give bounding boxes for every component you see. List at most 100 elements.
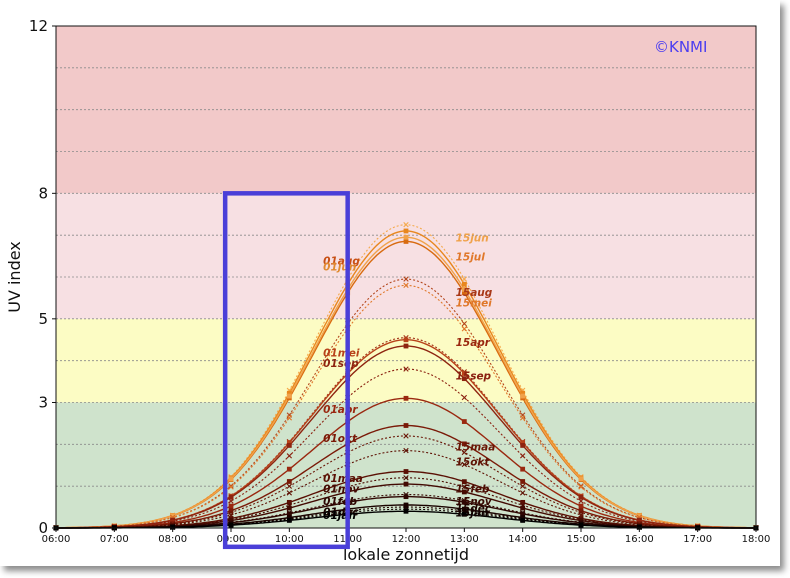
point-01jun-14	[520, 393, 526, 399]
point-15maa-13	[461, 449, 468, 456]
point-01nov-10	[286, 505, 292, 511]
point-15aug-15	[578, 483, 584, 489]
copyright-label: ©KNMI	[654, 38, 707, 56]
x-tick-label-11: 17:00	[683, 534, 712, 545]
point-15jul-12	[403, 228, 409, 234]
curve-label-15okt: 15okt	[456, 456, 491, 468]
point-01feb-10	[286, 511, 292, 517]
curve-label-15sep: 15sep	[456, 370, 492, 382]
point-01feb-12	[403, 494, 409, 500]
curve-label-15apr: 15apr	[456, 337, 491, 349]
y-tick-label-4: 12	[29, 17, 48, 35]
point-15aug-13	[461, 321, 468, 327]
point-01sep-13	[461, 376, 467, 382]
curve-label-15jan: 15jan	[456, 507, 489, 519]
point-15mei-13	[461, 326, 468, 332]
point-15aug-9	[228, 483, 234, 489]
point-15sep-14	[519, 453, 526, 459]
point-01okt-10	[286, 479, 292, 484]
curve-label-01dec: 01dec	[323, 506, 359, 518]
point-01nov-12	[403, 481, 409, 487]
point-01jan-10	[286, 518, 292, 523]
curve-label-01apr: 01apr	[323, 404, 358, 416]
x-axis-title: lokale zonnetijd	[343, 545, 469, 564]
point-15jul-13	[461, 281, 467, 287]
x-tick-label-0: 06:00	[42, 534, 71, 545]
point-15jun-13	[461, 276, 468, 282]
point-15maa-10	[286, 483, 293, 489]
point-01feb-14	[520, 511, 526, 517]
point-01mei-14	[520, 440, 526, 445]
point-01jun-10	[286, 393, 292, 399]
point-15mei-14	[519, 415, 526, 421]
point-15mei-12	[403, 282, 409, 289]
point-15okt-12	[403, 447, 409, 454]
point-15sep-13	[461, 394, 468, 401]
x-tick-label-8: 14:00	[508, 534, 537, 545]
y-axis-title: UV index	[5, 241, 24, 313]
y-tick-label-3: 8	[38, 184, 48, 202]
point-15feb-13	[461, 484, 468, 490]
curve-label-01aug: 01aug	[323, 255, 360, 267]
x-tick-label-1: 07:00	[100, 534, 129, 545]
point-01jun-13	[461, 286, 467, 292]
x-tick-label-2: 08:00	[158, 534, 187, 545]
point-01aug-12	[403, 239, 409, 244]
y-tick-label-0: 0	[38, 519, 48, 537]
curve-label-15aug: 15aug	[456, 287, 493, 299]
point-01mei-12	[403, 337, 409, 343]
point-15okt-14	[519, 490, 526, 496]
point-01sep-14	[520, 443, 526, 448]
curve-label-15nov: 15nov	[456, 496, 493, 508]
point-01apr-12	[403, 395, 409, 401]
point-01sep-10	[286, 443, 292, 448]
point-01jan-14	[520, 518, 526, 523]
point-15jul-10	[286, 390, 292, 396]
point-01maa-14	[520, 499, 526, 505]
curve-label-01mei: 01mei	[323, 347, 360, 359]
point-01nov-14	[520, 505, 526, 511]
y-tick-label-1: 3	[38, 394, 48, 412]
point-15mei-9	[228, 484, 234, 490]
point-01jan-15	[578, 522, 584, 528]
point-01jan-8	[170, 524, 176, 530]
point-01jan-9	[228, 522, 234, 528]
x-tick-label-9: 15:00	[567, 534, 596, 545]
curve-label-15jun: 15jun	[456, 232, 489, 244]
point-01sep-12	[403, 343, 409, 349]
x-tick-label-3: 09:00	[217, 534, 246, 545]
curve-label-15mei: 15mei	[456, 297, 493, 309]
x-tick-label-12: 18:00	[742, 534, 771, 545]
point-01jun-8	[170, 513, 176, 519]
point-15jun-12	[403, 222, 409, 228]
point-01dec-14	[520, 515, 526, 520]
point-01feb-13	[461, 499, 467, 505]
curve-label-01jun: 01jun	[323, 262, 356, 274]
chart-frame: 15jun 15jul 01aug 01jun 15aug 15mei 15apr 01mei…	[5, 17, 771, 564]
point-15sep-9	[228, 498, 234, 504]
point-01jan-16	[636, 524, 642, 530]
point-15feb-12	[403, 475, 409, 481]
point-01dec-12	[403, 502, 409, 508]
x-tick-label-6: 12:00	[392, 534, 421, 545]
point-15sep-12	[403, 366, 409, 372]
curve-label-01maa: 01maa	[323, 473, 363, 485]
point-01nov-13	[461, 489, 467, 495]
x-tick-label-10: 16:00	[625, 534, 654, 545]
point-01apr-14	[520, 466, 526, 472]
point-15okt-10	[286, 490, 293, 496]
point-01sep-9	[228, 494, 234, 500]
point-01mei-10	[286, 440, 292, 445]
point-15okt-13	[461, 461, 468, 468]
curve-label-15jul: 15jul	[456, 251, 486, 263]
point-15mei-10	[286, 415, 293, 421]
point-01apr-10	[286, 466, 292, 472]
point-01jun-12	[403, 234, 409, 240]
point-01dec-10	[286, 515, 292, 520]
point-15mei-15	[578, 484, 584, 490]
point-01okt-9	[228, 508, 234, 514]
point-15maa-14	[519, 483, 526, 489]
point-01apr-13	[461, 419, 467, 424]
point-15sep-10	[286, 453, 293, 459]
point-01maa-13	[461, 479, 467, 485]
